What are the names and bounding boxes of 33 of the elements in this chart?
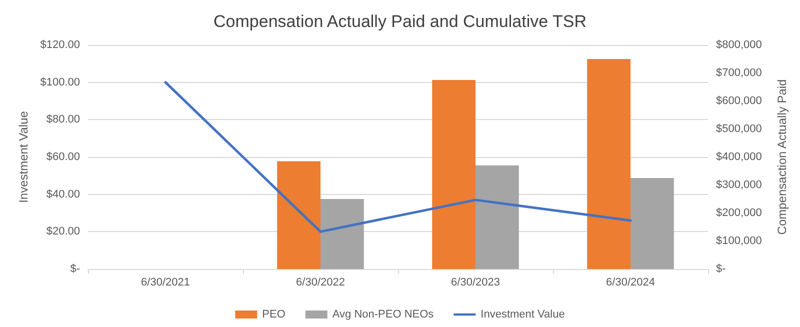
y2-tick-label: $800,000 — [716, 39, 762, 51]
bar — [320, 199, 364, 269]
y2-tick-label: $700,000 — [716, 67, 762, 79]
y2-tick-label: $100,000 — [716, 235, 762, 247]
y-axis-title: Investment Value — [16, 110, 30, 203]
bar — [432, 80, 476, 269]
line-series — [164, 81, 632, 233]
y-tick-label: $20.00 — [46, 226, 80, 238]
y2-tick-label: $- — [716, 263, 726, 275]
y2-axis-title: Compensaction Actually Paid — [775, 79, 789, 235]
chart-title: Compensation Actually Paid and Cumulative TSR — [214, 12, 586, 31]
y-tick-label: $- — [70, 263, 80, 275]
legend-label: PEO — [262, 308, 286, 320]
y-tick-label: $40.00 — [46, 188, 80, 200]
y2-tick-label: $600,000 — [716, 95, 762, 107]
legend-label: Avg Non-PEO NEOs — [332, 308, 434, 320]
bar — [476, 165, 519, 269]
y-tick-label: $60.00 — [46, 151, 80, 163]
y2-tick-label: $500,000 — [716, 123, 762, 135]
x-tick-label: 6/30/2023 — [451, 276, 500, 288]
y-tick-label: $100.00 — [40, 76, 80, 88]
y2-tick-label: $200,000 — [716, 207, 762, 219]
bar — [630, 178, 674, 269]
legend-label: Investment Value — [480, 308, 565, 320]
y-tick-label: $120.00 — [40, 39, 80, 51]
x-tick-label: 6/30/2022 — [296, 276, 345, 288]
x-tick-label: 6/30/2021 — [141, 276, 190, 288]
x-tick-label: 6/30/2024 — [606, 276, 655, 288]
y2-tick-label: $300,000 — [716, 179, 762, 191]
y2-tick-label: $400,000 — [716, 151, 762, 163]
y-tick-label: $80.00 — [46, 114, 80, 126]
bar — [277, 161, 320, 269]
bar — [587, 59, 630, 269]
